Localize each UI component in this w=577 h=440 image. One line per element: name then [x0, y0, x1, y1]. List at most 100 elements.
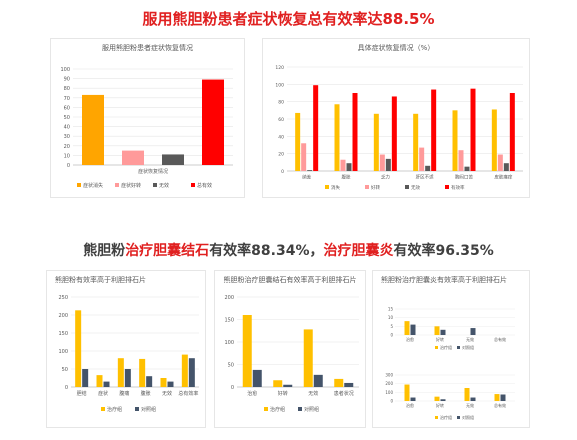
headline-bottom-part3: 有效率88.34%，	[209, 243, 324, 259]
legend-swatch	[325, 185, 329, 189]
bar	[373, 113, 379, 171]
y-tick-label: 90	[64, 77, 70, 83]
headline-bottom-part1: 熊胆粉	[83, 243, 126, 259]
x-tick-label: 腹痛	[119, 390, 129, 397]
legend-swatch	[405, 185, 409, 189]
y-tick-label: 40	[278, 134, 284, 140]
bar	[75, 310, 82, 387]
y-tick-label: 0	[65, 385, 68, 391]
bar	[509, 93, 515, 171]
chart-panel-symptom-recovery: 服用熊胆粉患者症状恢复情况 0 10 20 30 40 50 60 70 80 90 100 症状恢复…	[50, 38, 245, 198]
bar	[425, 165, 431, 171]
bar	[391, 96, 397, 171]
x-axis-label: 症状恢复情况	[138, 168, 168, 175]
x-tick-label: 无效	[308, 390, 318, 397]
chart-title: 服用熊胆粉患者症状恢复情况	[102, 44, 193, 52]
chart-title: 熊胆粉有效率高于利胆排石片	[55, 276, 146, 284]
y-tick-label: 0	[390, 333, 393, 338]
bar	[160, 378, 167, 387]
y-tick-label: 10	[64, 153, 70, 159]
x-tick-label: 好转	[436, 402, 444, 408]
bar	[434, 326, 440, 335]
legend-label: 好转	[371, 184, 380, 191]
bar	[352, 93, 358, 171]
legend-label: 无效	[159, 182, 169, 189]
bar	[124, 369, 131, 387]
x-tick-label: 无效	[162, 390, 172, 397]
y-tick-label: 30	[64, 134, 70, 140]
legend-label: 症状好转	[121, 182, 141, 189]
legend-label: 治疗组	[440, 344, 452, 350]
bar	[181, 354, 188, 387]
headline-top: 服用熊胆粉患者症状恢复总有效率达88.5%	[142, 10, 435, 28]
bar	[344, 382, 354, 387]
y-tick-label: 20	[278, 152, 284, 158]
x-tick-label: 治愈	[247, 390, 257, 397]
bar	[146, 376, 153, 387]
bar	[82, 94, 104, 165]
y-tick-label: 40	[64, 125, 70, 131]
bar	[139, 358, 146, 387]
bar	[497, 154, 503, 171]
legend-swatch	[445, 185, 449, 189]
bar	[470, 88, 476, 171]
legend-swatch	[435, 416, 438, 419]
y-tick-label: 0	[390, 399, 393, 404]
bar	[503, 163, 509, 171]
bar	[117, 358, 124, 387]
x-tick-label: 腹胀	[342, 174, 351, 181]
y-tick-label: 150	[224, 318, 234, 324]
headline-bottom-part2: 治疗胆囊结石	[125, 243, 210, 259]
legend-swatch	[298, 407, 302, 411]
bar	[404, 321, 410, 335]
y-tick-label: 0	[231, 385, 234, 391]
chart-title: 具体症状恢复情况（%）	[357, 44, 435, 52]
y-tick-label: 60	[278, 117, 284, 123]
legend-label: 消失	[331, 184, 340, 191]
x-tick-label: 纳差	[302, 174, 311, 181]
x-tick-label: 无效	[466, 402, 474, 408]
y-tick-label: 200	[224, 295, 234, 301]
bar	[464, 166, 470, 171]
bar	[346, 163, 352, 171]
chart-panel-cholecystitis-efficacy: 熊胆粉治疗胆囊炎有效率高于利胆排石片 0 5 10 15 治愈 好转 无效 总有效 治疗组 对照组…	[372, 270, 530, 428]
bar	[413, 113, 419, 171]
bar	[295, 112, 301, 171]
bar	[301, 143, 307, 171]
y-tick-label: 80	[64, 86, 70, 92]
bar	[440, 329, 446, 335]
x-tick-label: 无效	[466, 336, 474, 342]
x-tick-label: 治愈	[406, 402, 414, 408]
legend-label: 总有效	[197, 182, 212, 189]
y-tick-label: 100	[60, 67, 70, 73]
x-tick-label: 腹胀	[141, 390, 151, 397]
legend-swatch	[153, 183, 157, 187]
legend-label: 对照组	[462, 344, 474, 350]
chart-title: 熊胆粉治疗胆囊炎有效率高于利胆排石片	[381, 276, 507, 284]
x-tick-label: 患者状况	[334, 390, 354, 397]
y-tick-label: 80	[278, 100, 284, 106]
bar	[404, 384, 410, 401]
headline-bottom-part5: 有效率96.35%	[393, 243, 494, 259]
x-tick-label: 治愈	[406, 336, 414, 342]
y-tick-label: 5	[390, 324, 393, 329]
chart-panel-gallstone-efficacy: 熊胆粉治疗胆囊结石有效率高于利胆排石片 0 50 100 150 200 治愈 好转 无效 患者…	[214, 270, 366, 428]
y-tick-label: 60	[64, 105, 70, 111]
legend-swatch	[77, 183, 81, 187]
x-tick-label: 胆结	[77, 390, 87, 397]
bar	[440, 399, 446, 401]
headline-bottom: 熊胆粉治疗胆囊结石有效率88.34%，治疗胆囊炎有效率96.35%	[0, 240, 577, 260]
bar	[431, 89, 437, 171]
x-tick-label: 好转	[278, 390, 288, 397]
x-tick-label: 胸闷口苦	[455, 174, 473, 181]
legend-label: 症状消失	[83, 182, 103, 189]
legend-swatch	[135, 407, 139, 411]
legend-swatch	[191, 183, 195, 187]
bar	[470, 328, 476, 335]
bar	[307, 170, 313, 171]
y-tick-label: 300	[385, 373, 393, 378]
bar	[188, 358, 195, 387]
legend-swatch	[101, 407, 105, 411]
